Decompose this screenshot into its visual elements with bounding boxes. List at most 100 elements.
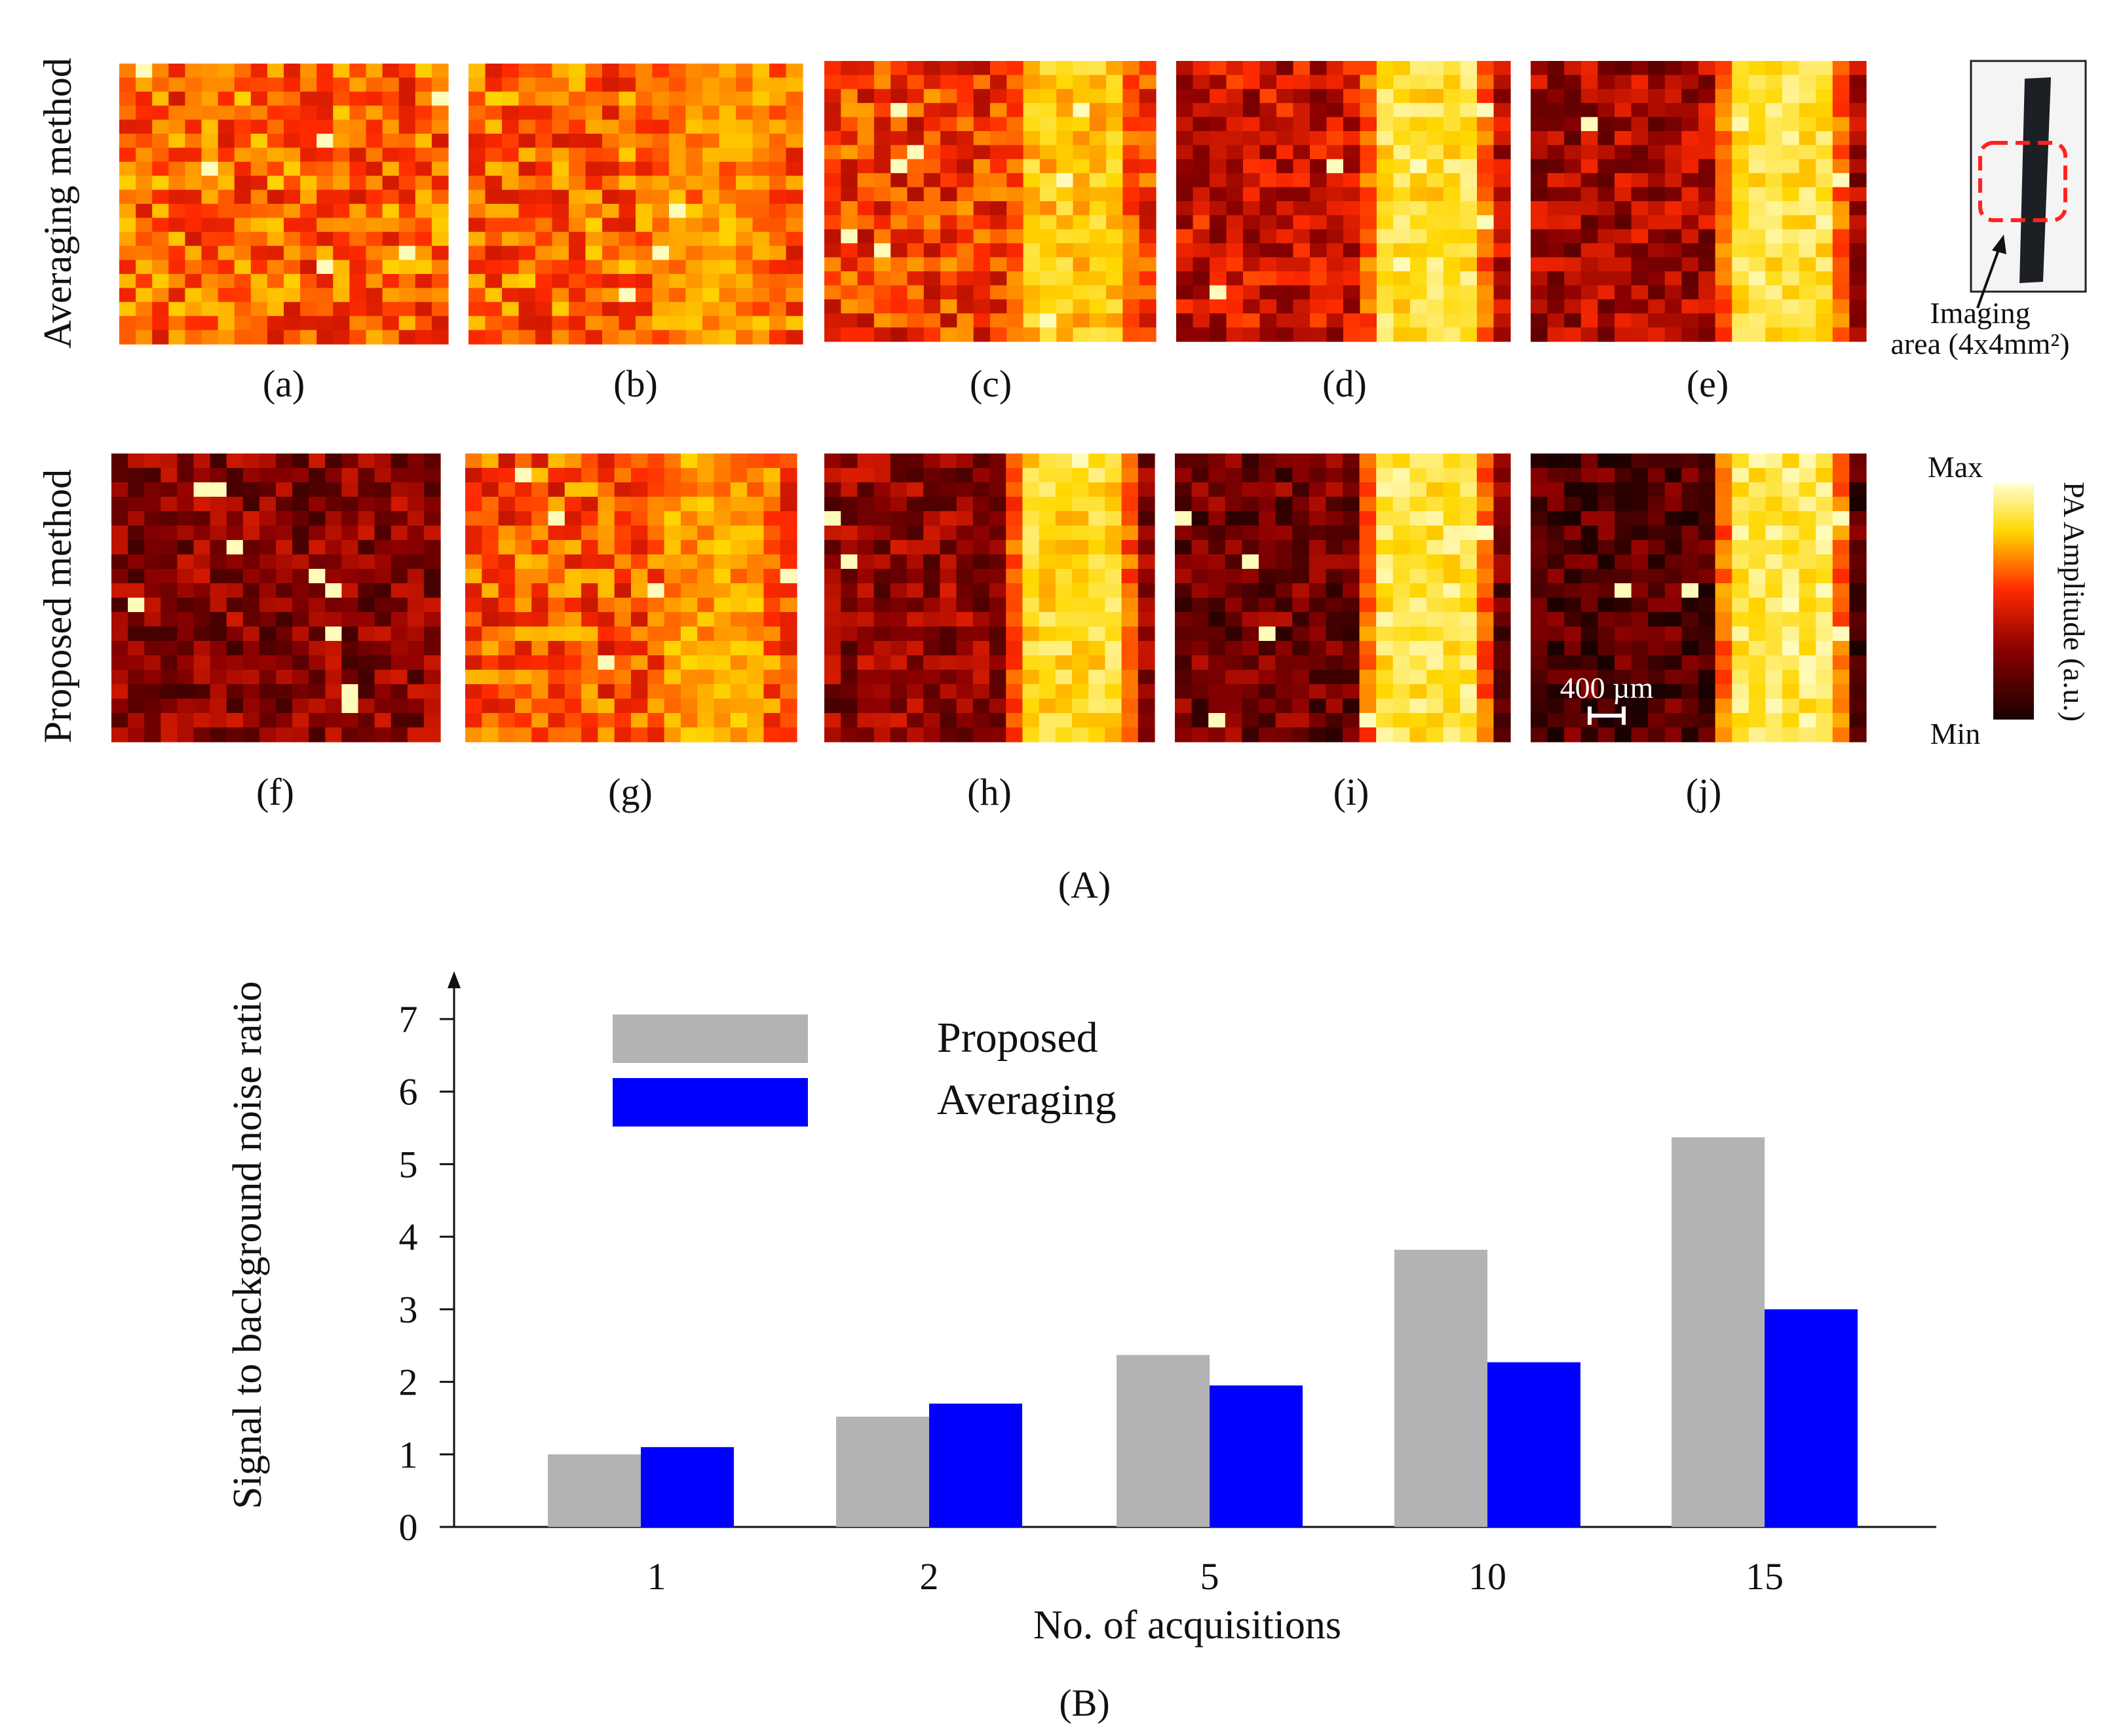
heatmap-cell bbox=[569, 64, 586, 78]
heatmap-cell bbox=[564, 699, 582, 714]
heatmap-cell bbox=[465, 684, 482, 699]
heatmap-cell bbox=[1176, 61, 1194, 75]
heatmap-cell bbox=[1039, 583, 1056, 598]
heatmap-cell bbox=[747, 569, 764, 584]
heatmap-cell bbox=[1106, 257, 1123, 272]
heatmap-cell bbox=[1732, 453, 1750, 469]
heatmap-cell bbox=[161, 727, 178, 743]
heatmap-cell bbox=[1242, 511, 1259, 526]
heatmap-cell bbox=[136, 301, 153, 317]
heatmap-cell bbox=[763, 583, 781, 598]
heatmap-cell bbox=[1121, 583, 1139, 598]
heatmap-cell bbox=[482, 497, 499, 512]
heatmap-cell bbox=[702, 301, 720, 317]
heatmap-cell bbox=[1531, 583, 1548, 598]
heatmap-cell bbox=[1022, 453, 1040, 469]
heatmap-cell bbox=[1732, 497, 1750, 512]
heatmap-cell bbox=[358, 713, 375, 728]
heatmap-cell bbox=[907, 75, 925, 90]
heatmap-cell bbox=[1631, 285, 1649, 300]
heatmap-cell bbox=[1564, 61, 1582, 75]
heatmap-cell bbox=[664, 482, 681, 497]
heatmap-cell bbox=[1531, 159, 1548, 174]
heatmap-cell bbox=[374, 612, 392, 627]
heatmap-cell bbox=[276, 612, 293, 627]
heatmap-cell bbox=[1698, 173, 1716, 188]
heatmap-cell bbox=[1292, 699, 1310, 714]
heatmap-cell bbox=[585, 301, 603, 317]
heatmap-cell bbox=[276, 482, 293, 497]
heatmap-cell bbox=[564, 670, 582, 685]
heatmap-cell bbox=[1748, 727, 1766, 743]
heatmap-cell bbox=[1460, 88, 1478, 104]
heatmap-cell bbox=[1006, 215, 1024, 230]
heatmap-cell bbox=[636, 330, 653, 345]
heatmap-cell bbox=[824, 215, 841, 230]
heatmap-cell bbox=[1732, 641, 1750, 656]
heatmap-cell bbox=[1732, 313, 1750, 328]
heatmap-cell bbox=[1121, 727, 1139, 743]
heatmap-cell bbox=[602, 246, 620, 261]
heatmap-cell bbox=[1765, 145, 1783, 160]
heatmap-cell bbox=[185, 246, 202, 261]
heatmap-cell bbox=[923, 482, 940, 497]
heatmap-cell bbox=[619, 204, 636, 218]
heatmap-cell bbox=[349, 260, 367, 275]
heatmap-cell bbox=[1732, 243, 1750, 258]
heatmap-cell bbox=[1023, 215, 1041, 230]
heatmap-cell bbox=[1023, 61, 1041, 75]
heatmap-cell bbox=[201, 147, 219, 163]
heatmap-cell bbox=[1106, 313, 1123, 328]
heatmap-cell bbox=[1377, 201, 1394, 216]
heatmap-cell bbox=[702, 189, 720, 204]
heatmap-cell bbox=[1121, 497, 1139, 512]
bar-averaging-15 bbox=[1765, 1309, 1858, 1527]
heatmap-cell bbox=[1073, 257, 1090, 272]
heatmap-cell bbox=[535, 106, 553, 121]
heatmap-cell bbox=[631, 511, 648, 526]
heatmap-cell bbox=[1225, 583, 1242, 598]
heatmap-cell bbox=[890, 88, 908, 104]
heatmap-cell bbox=[1409, 526, 1427, 541]
heatmap-cell bbox=[652, 274, 670, 288]
heatmap-cell bbox=[680, 468, 698, 483]
heatmap-cell bbox=[1732, 257, 1750, 272]
heatmap-cell bbox=[1748, 327, 1766, 342]
heatmap-cell bbox=[1715, 699, 1732, 714]
heatmap-cell bbox=[581, 612, 598, 627]
heatmap-cell bbox=[276, 583, 293, 598]
heatmap-cell bbox=[1055, 453, 1073, 469]
heatmap-cell bbox=[1392, 583, 1410, 598]
heatmap-cell bbox=[1765, 61, 1783, 75]
heatmap-cell bbox=[415, 106, 432, 121]
heatmap-cell bbox=[1309, 497, 1326, 512]
heatmap-cell bbox=[890, 173, 908, 188]
heatmap-cell bbox=[636, 288, 653, 303]
heatmap-cell bbox=[128, 554, 145, 569]
heatmap-cell bbox=[1443, 727, 1461, 743]
heatmap-cell bbox=[873, 103, 891, 118]
heatmap-cell bbox=[824, 131, 841, 145]
heatmap-cell bbox=[119, 204, 136, 218]
heatmap-cell bbox=[1748, 540, 1766, 555]
heatmap-cell bbox=[841, 187, 858, 202]
heatmap-cell bbox=[431, 91, 449, 106]
heatmap-cell bbox=[111, 727, 128, 743]
heatmap-cell bbox=[1292, 482, 1310, 497]
heatmap-cell bbox=[598, 511, 615, 526]
heatmap-cell bbox=[1376, 526, 1394, 541]
heatmap-cell bbox=[1138, 598, 1155, 613]
heatmap-cell bbox=[1748, 612, 1766, 627]
heatmap-cell bbox=[873, 453, 891, 469]
heatmap-cell bbox=[1648, 117, 1666, 132]
heatmap-cell bbox=[652, 161, 670, 176]
heatmap-cell bbox=[619, 64, 636, 78]
heatmap-cell bbox=[382, 204, 400, 218]
heatmap-cell bbox=[1023, 313, 1041, 328]
heatmap-cell bbox=[1176, 299, 1194, 314]
heatmap-cell bbox=[972, 569, 990, 584]
heatmap-cell bbox=[989, 598, 1006, 613]
heatmap-cell bbox=[485, 246, 503, 261]
heatmap-cell bbox=[1006, 75, 1024, 90]
heatmap-cell bbox=[1006, 554, 1023, 569]
